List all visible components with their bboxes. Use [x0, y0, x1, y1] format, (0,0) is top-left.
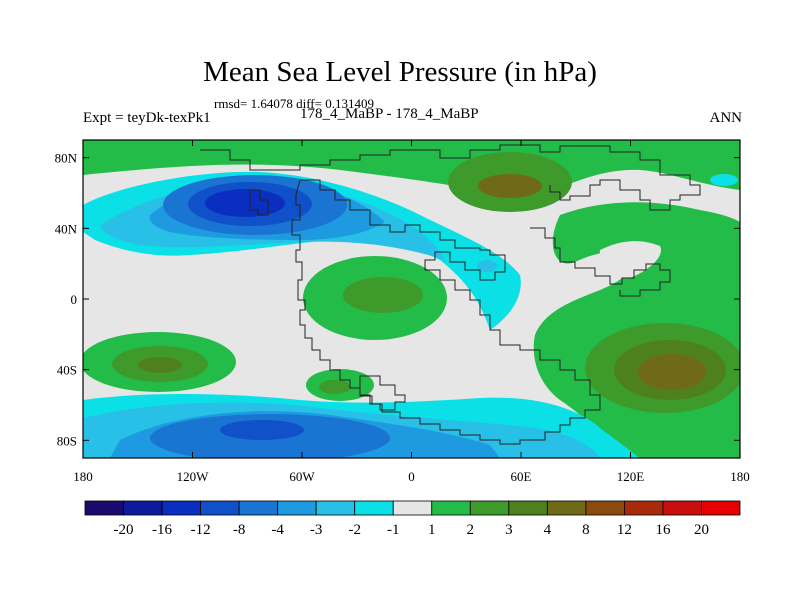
x-tick-label: 180 [73, 469, 93, 484]
colorbar-swatch [392, 500, 433, 516]
colorbar-swatch [469, 500, 510, 516]
colorbar-label: -8 [233, 522, 246, 538]
colorbar-swatch [200, 500, 240, 516]
colorbar-swatch [624, 500, 664, 516]
colorbar-label: 1 [428, 522, 436, 538]
x-tick-label: 60W [289, 469, 315, 484]
colorbar-swatch [546, 500, 587, 516]
colorbar-label: 12 [617, 522, 632, 538]
colorbar-swatch [431, 500, 471, 516]
colorbar-swatch [662, 500, 702, 516]
colorbar-label: -2 [348, 522, 361, 538]
colorbar-label: 20 [694, 522, 709, 538]
coastline-western-continent [291, 179, 601, 445]
x-tick-label: 120E [617, 469, 645, 484]
north-green-band [83, 140, 740, 198]
colorbar-swatch [123, 500, 163, 516]
coastline-eastern-continent [530, 227, 671, 297]
contour-field [83, 140, 740, 458]
south-atlantic-green-core [319, 380, 351, 394]
y-tick-label: 80N [55, 151, 78, 166]
stats-line: rmsd= 1.64078 diff= 0.131409 [214, 96, 374, 111]
run-comparison-label: 178_4_MaBP - 178_4_MaBP [300, 106, 479, 122]
colorbar-label: 2 [467, 522, 475, 538]
colorbar-swatch [585, 500, 625, 516]
tropical-atlantic-high-core [343, 277, 423, 313]
y-tick-label: 0 [71, 292, 78, 307]
north-atlantic-high-inner [478, 174, 542, 198]
colorbar-swatch [84, 500, 124, 516]
colorbar-label: -3 [310, 522, 323, 538]
chart-title: Mean Sea Level Pressure (in hPa) [203, 56, 597, 88]
colorbar-swatch [508, 500, 548, 516]
colorbar-label: 4 [544, 522, 552, 538]
x-tick-label: 0 [408, 469, 415, 484]
x-tick-label: 120W [177, 469, 210, 484]
colorbar-label: -16 [152, 522, 172, 538]
cyan-blob-center [477, 260, 497, 272]
colorbar-swatch [315, 500, 356, 516]
coastline-north [200, 144, 701, 211]
x-tick-label: 180 [730, 469, 750, 484]
south-pacific-high-core [138, 357, 182, 373]
colorbar-label: 3 [505, 522, 513, 538]
season-label: ANN [709, 110, 743, 126]
coastline-southern-island [359, 375, 406, 411]
colorbar: -20 -16 -12 -8 -4 -3 -2 -1 1 2 3 4 8 12 16 20 [84, 500, 741, 538]
colorbar-swatch [161, 500, 201, 516]
coastline-inner-lake [249, 189, 269, 216]
experiment-label: Expt = teyDk-texPk1 [83, 110, 211, 126]
cyan-blob-northeast [710, 174, 738, 186]
y-tick-label: 40S [57, 363, 77, 378]
y-tick-label: 80S [57, 433, 77, 448]
colorbar-swatch [238, 500, 279, 516]
south-indian-pacific-high-core [638, 354, 706, 390]
y-axis: 80N 40N 0 40S 80S [55, 151, 740, 448]
y-tick-label: 40N [55, 221, 78, 236]
north-pacific-low-core [205, 189, 285, 217]
colorbar-swatch [701, 500, 741, 516]
southern-ocean-low-core [220, 420, 304, 440]
colorbar-label: -1 [387, 522, 400, 538]
colorbar-label: -4 [271, 522, 284, 538]
x-tick-label: 60E [511, 469, 532, 484]
colorbar-label: -12 [191, 522, 211, 538]
colorbar-label: 8 [582, 522, 590, 538]
continent-outlines [200, 144, 701, 445]
colorbar-swatch [277, 500, 317, 516]
colorbar-label: 16 [655, 522, 671, 538]
colorbar-swatch [354, 500, 394, 516]
colorbar-label: -20 [114, 522, 134, 538]
x-axis: 180 120W 60W 0 60E 120E 180 [73, 140, 750, 484]
